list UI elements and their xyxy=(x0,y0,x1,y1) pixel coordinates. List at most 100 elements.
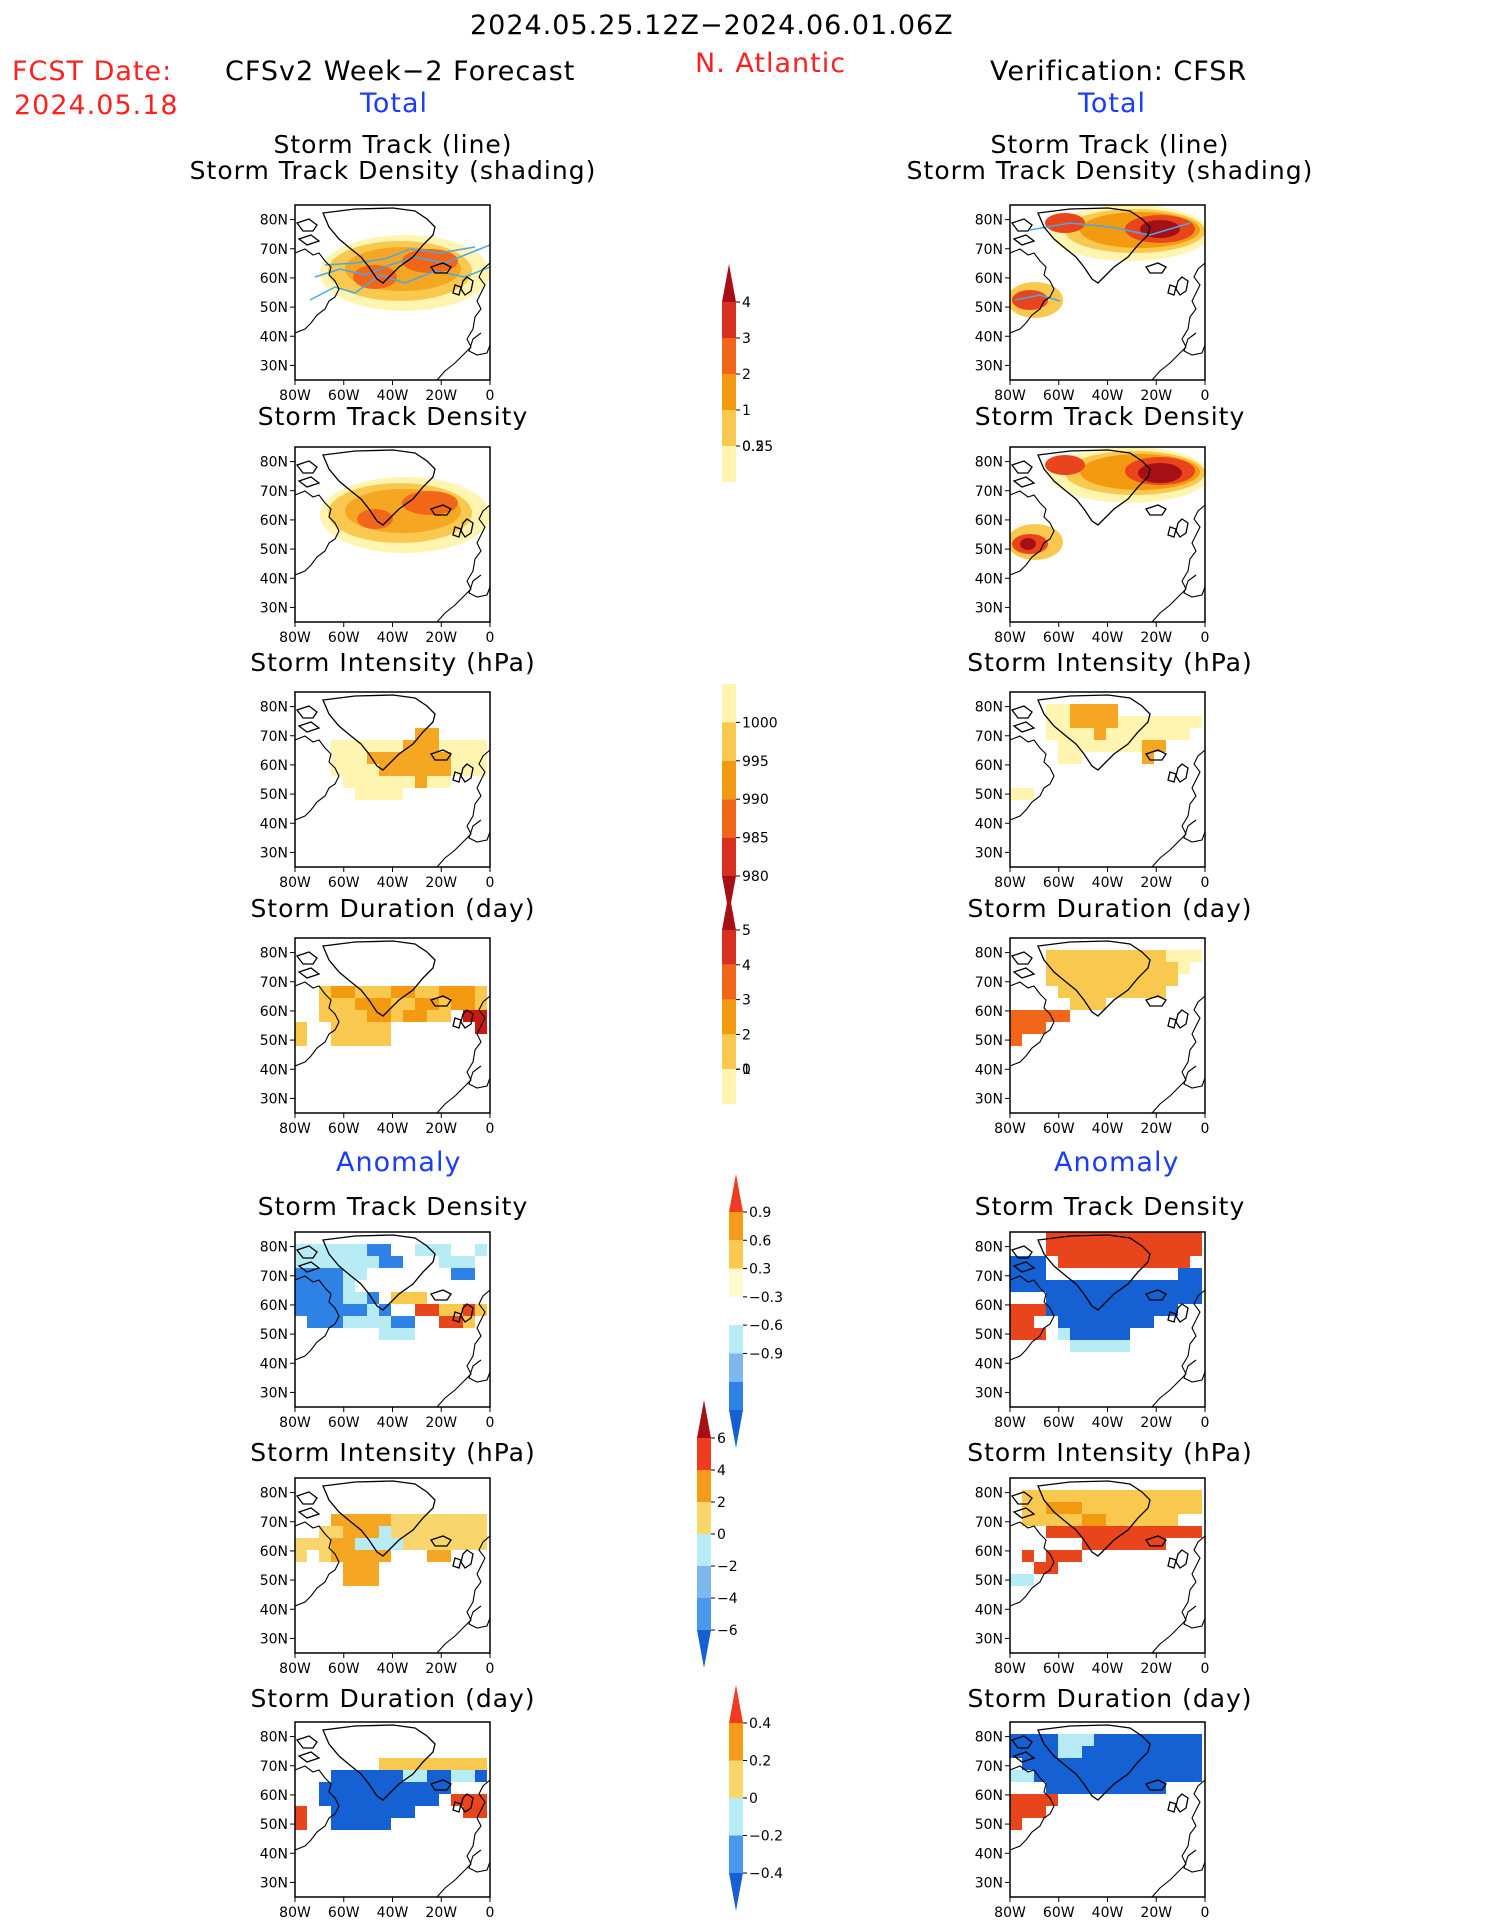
grid-cell xyxy=(1082,716,1094,728)
grid-cell xyxy=(355,1022,367,1034)
grid-cell xyxy=(1058,752,1070,764)
coastline xyxy=(295,490,340,576)
grid-cell xyxy=(1118,1734,1130,1746)
grid-cell xyxy=(1082,1244,1094,1256)
lon-tick-label: 0 xyxy=(1201,630,1210,646)
title-fc-track-shading: Storm Track Density (shading) xyxy=(189,156,597,185)
grid-cell xyxy=(1118,1304,1130,1316)
grid-cell xyxy=(1094,962,1106,974)
coastline xyxy=(1151,1535,1205,1653)
grid-cell xyxy=(367,1244,379,1256)
grid-cell xyxy=(1082,1770,1094,1782)
grid-cell xyxy=(1058,1770,1070,1782)
lat-tick-label: 30N xyxy=(260,1385,288,1401)
shading-blob xyxy=(1045,213,1085,233)
lat-tick-label: 50N xyxy=(975,1817,1003,1833)
lon-tick-label: 40W xyxy=(377,875,409,891)
grid-cell xyxy=(355,788,367,800)
grid-cell xyxy=(1118,962,1130,974)
grid-cell xyxy=(451,1770,463,1782)
title-vf-duration-anom: Storm Duration (day) xyxy=(967,1684,1253,1713)
lat-tick-label: 60N xyxy=(975,271,1003,287)
lon-tick-label: 80W xyxy=(279,1415,311,1431)
lat-tick-label: 70N xyxy=(975,1515,1003,1531)
grid-cell xyxy=(1034,1794,1046,1806)
lat-tick-label: 70N xyxy=(260,484,288,500)
coastline xyxy=(1175,763,1189,783)
grid-cell xyxy=(1094,1758,1106,1770)
coastline xyxy=(1012,234,1036,246)
coastline xyxy=(322,207,436,284)
grid-cell xyxy=(379,752,391,764)
colorbar-tick-label: −0.6 xyxy=(749,1318,783,1334)
grid-cell xyxy=(1142,974,1154,986)
grid-cell xyxy=(1058,1256,1070,1268)
grid-cell xyxy=(391,1010,403,1022)
grid-cell xyxy=(415,740,427,752)
grid-cell xyxy=(355,1526,367,1538)
grid-cell xyxy=(463,740,475,752)
grid-cell xyxy=(367,1550,379,1562)
grid-cell xyxy=(1106,1526,1118,1538)
grid-cell xyxy=(355,1316,367,1328)
grid-cell xyxy=(1142,1734,1154,1746)
colorbar-segment xyxy=(722,374,736,410)
grid-cell xyxy=(1178,1256,1190,1268)
title-vf-track-line: Storm Track (line) xyxy=(990,130,1230,159)
lon-tick-label: 60W xyxy=(328,388,360,404)
grid-cell xyxy=(355,998,367,1010)
grid-cell xyxy=(403,1514,415,1526)
grid-cell xyxy=(1166,1746,1178,1758)
lat-tick-label: 50N xyxy=(260,787,288,803)
lon-tick-label: 80W xyxy=(994,875,1026,891)
grid-cell xyxy=(1178,1746,1190,1758)
lon-tick-label: 80W xyxy=(279,875,311,891)
grid-cell xyxy=(331,1280,343,1292)
grid-cell xyxy=(1106,704,1118,716)
grid-cell xyxy=(439,1514,451,1526)
grid-cell xyxy=(1142,740,1154,752)
grid-cell xyxy=(1118,1328,1130,1340)
lat-tick-label: 60N xyxy=(260,1788,288,1804)
grid-cell xyxy=(1010,1316,1022,1328)
grid-cell xyxy=(427,740,439,752)
lon-tick-label: 20W xyxy=(425,1661,457,1677)
grid-cell xyxy=(475,1526,487,1538)
grid-cell xyxy=(319,1010,331,1022)
grid-cell xyxy=(1106,1256,1118,1268)
colorbar-segment xyxy=(722,1034,736,1070)
grid-cell xyxy=(463,1526,475,1538)
grid-cell xyxy=(295,1022,307,1034)
grid-cell xyxy=(1094,1538,1106,1550)
grid-cell xyxy=(427,1244,439,1256)
grid-cell xyxy=(319,1256,331,1268)
colorbar-arrow-top xyxy=(722,892,736,930)
grid-cell xyxy=(1094,1746,1106,1758)
region-label: N. Atlantic xyxy=(695,48,847,79)
grid-cell xyxy=(1082,1280,1094,1292)
grid-cell xyxy=(1070,740,1082,752)
grid-cell xyxy=(1118,1340,1130,1352)
grid-cell xyxy=(343,1562,355,1574)
lon-tick-label: 40W xyxy=(1092,875,1124,891)
colorbar-tick-label: 5 xyxy=(742,923,751,939)
coastline xyxy=(452,526,462,538)
coastline xyxy=(452,1557,462,1569)
colorbar-tick-label: 1 xyxy=(742,1062,751,1078)
coastline xyxy=(1010,981,1055,1067)
grid-cell xyxy=(307,1304,319,1316)
grid-cell xyxy=(1118,1758,1130,1770)
grid-cell xyxy=(1058,1734,1070,1746)
grid-cell xyxy=(1058,1746,1070,1758)
grid-cell xyxy=(1034,1562,1046,1574)
grid-cell xyxy=(1022,1022,1034,1034)
grid-cell xyxy=(343,1256,355,1268)
grid-cell xyxy=(1070,962,1082,974)
lon-tick-label: 40W xyxy=(377,388,409,404)
lat-tick-label: 70N xyxy=(260,975,288,991)
title-fc-intensity-anom: Storm Intensity (hPa) xyxy=(250,1438,536,1467)
coastline xyxy=(1144,1535,1167,1547)
grid-cell xyxy=(427,1770,439,1782)
lat-tick-label: 30N xyxy=(260,358,288,374)
coastline xyxy=(1183,819,1205,843)
